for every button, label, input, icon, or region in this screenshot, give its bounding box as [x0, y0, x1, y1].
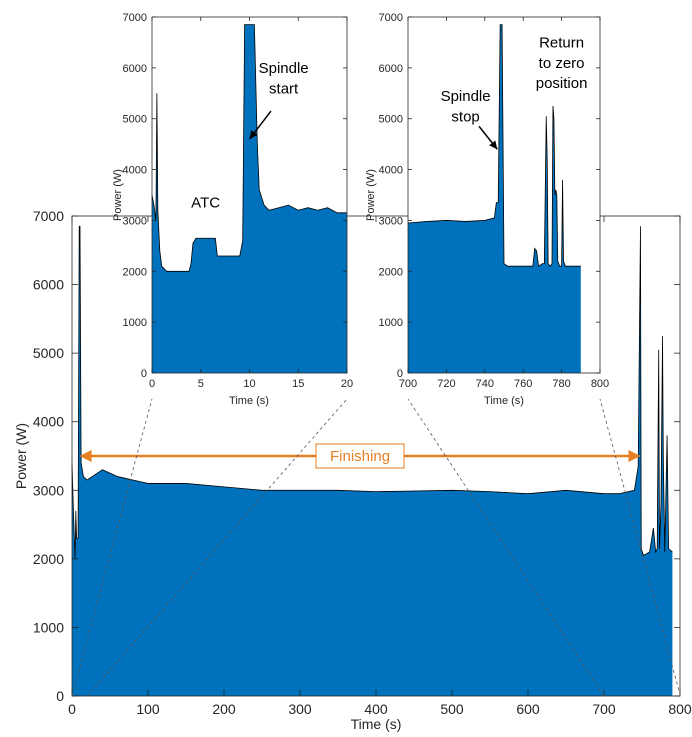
inset-start-annotations: ATC Spindle start: [191, 60, 308, 212]
inset-end-axes-box: [407, 16, 601, 374]
inset-end-annotation-text: position: [536, 75, 588, 92]
main-y-axis-label: Power (W): [13, 423, 29, 489]
inset-start-x-tick-label: 10: [243, 378, 255, 390]
main-y-tick-label: 0: [56, 688, 64, 704]
inset-end-series-area-0: [408, 24, 581, 373]
inset-start-x-tick-label: 0: [149, 378, 155, 390]
inset-start-y-tick-label: 7000: [123, 12, 147, 24]
inset-start-chart: 0 5 10 15 20 0 1000 2000 3000 4000 5000 6000 7000 Ti…: [112, 12, 353, 407]
inset-start-x-tick-label: 15: [292, 378, 304, 390]
connector-end-left: [407, 398, 605, 697]
inset-start-y-tick-label: 4000: [123, 165, 147, 177]
finishing-label-box: [315, 443, 405, 469]
inset-end-y-tick-label: 2000: [379, 266, 403, 278]
inset-start-y-tick-label: 5000: [123, 114, 147, 126]
inset-end-annotation-text: stop: [451, 108, 479, 125]
inset-start-y-tick-label: 1000: [123, 317, 147, 329]
main-x-tick-label: 800: [668, 701, 692, 717]
main-series-area-0: [72, 226, 673, 697]
inset-start-series-area-0: [152, 24, 347, 373]
inset-end-x-tick-label: 740: [476, 378, 494, 390]
inset-start-y-tick-label: 6000: [123, 63, 147, 75]
main-x-tick-label: 700: [592, 701, 616, 717]
inset-start-x-tick-label: 20: [341, 378, 353, 390]
main-y-tick-label: 5000: [33, 345, 64, 361]
inset-start-x-axis-label: Time (s): [229, 395, 269, 407]
inset-end-y-tick-label: 7000: [379, 12, 403, 24]
inset-end-x-tick-label: 780: [552, 378, 570, 390]
main-x-tick-label: 0: [68, 701, 76, 717]
inset-end-chart: 700 720 740 760 780 800 0 1000 2000 3000 4000 5000 6…: [365, 12, 609, 407]
inset-start-annotation-text: Spindle: [259, 60, 309, 77]
inset-start-annotation-text: start: [269, 80, 299, 97]
main-x-axis-label: Time (s): [351, 716, 402, 732]
finishing-arrow-left-head: [79, 450, 92, 462]
inset-end-x-tick-label: 720: [437, 378, 455, 390]
finishing-arrow-right-head: [628, 450, 641, 462]
inset-end-y-tick-label: 4000: [379, 165, 403, 177]
inset-end-x-axis-label: Time (s): [484, 395, 524, 407]
main-y-tick-label: 2000: [33, 551, 64, 567]
inset-start-series-line-0: [151, 24, 347, 272]
inset-end-axes: 700 720 740 760 780 800 0 1000 2000 3000 4000 5000 6…: [379, 12, 610, 390]
main-annotations: Finishing: [79, 443, 641, 469]
main-x-tick-label: 400: [364, 701, 388, 717]
inset-end-annotation-arrowhead: [489, 140, 498, 150]
main-y-tick-label: 3000: [33, 482, 64, 498]
inset-end-y-tick-label: 6000: [379, 63, 403, 75]
main-y-tick-label: 1000: [33, 619, 64, 635]
inset-start-y-axis-label: Power (W): [112, 169, 124, 221]
inset-start-series-group: [151, 24, 347, 373]
inset-end-y-tick-label: 0: [397, 368, 403, 380]
main-x-tick-label: 300: [288, 701, 312, 717]
main-y-tick-label: 6000: [33, 277, 64, 293]
main-x-tick-label: 100: [136, 701, 160, 717]
inset-end-annotations: Spindle stop Return to zero position: [441, 35, 588, 150]
main-series-line-0: [71, 225, 673, 559]
finishing-label: Finishing: [330, 448, 390, 465]
inset-start-y-tick-label: 3000: [123, 215, 147, 227]
inset-end-x-tick-label: 700: [399, 378, 417, 390]
inset-end-y-tick-label: 5000: [379, 114, 403, 126]
inset-end-series-group: [407, 24, 581, 373]
main-series-group: [71, 225, 673, 697]
inset-end-annotation-text: to zero: [539, 55, 585, 72]
main-x-tick-label: 200: [212, 701, 236, 717]
inset-start-x-tick-label: 5: [198, 378, 204, 390]
inset-end-y-axis-label: Power (W): [365, 169, 377, 221]
zoom-connector-lines: [71, 398, 681, 697]
inset-end-x-tick-label: 800: [591, 378, 609, 390]
inset-end-y-tick-label: 3000: [379, 215, 403, 227]
main-axes: 0 100 200 300 400 500 600 700 800010002000300040…: [33, 208, 692, 717]
main-x-tick-label: 600: [516, 701, 540, 717]
inset-start-y-tick-label: 2000: [123, 266, 147, 278]
main-x-tick-label: 500: [440, 701, 464, 717]
inset-start-annotation-arrowhead: [249, 130, 258, 140]
inset-end-x-tick-label: 760: [514, 378, 532, 390]
inset-end-y-tick-label: 1000: [379, 317, 403, 329]
inset-end-annotation-text: Return: [539, 35, 584, 52]
main-y-tick-label: 4000: [33, 414, 64, 430]
inset-start-axes: 0 5 10 15 20 0 1000 2000 3000 4000 5000 6000 7000: [123, 12, 354, 390]
inset-start-y-tick-label: 0: [141, 368, 147, 380]
inset-end-series-line-0: [407, 24, 581, 267]
inset-start-annotation-text: ATC: [191, 195, 220, 212]
main-y-tick-label: 7000: [33, 208, 64, 224]
inset-end-annotation-text: Spindle: [441, 88, 491, 105]
